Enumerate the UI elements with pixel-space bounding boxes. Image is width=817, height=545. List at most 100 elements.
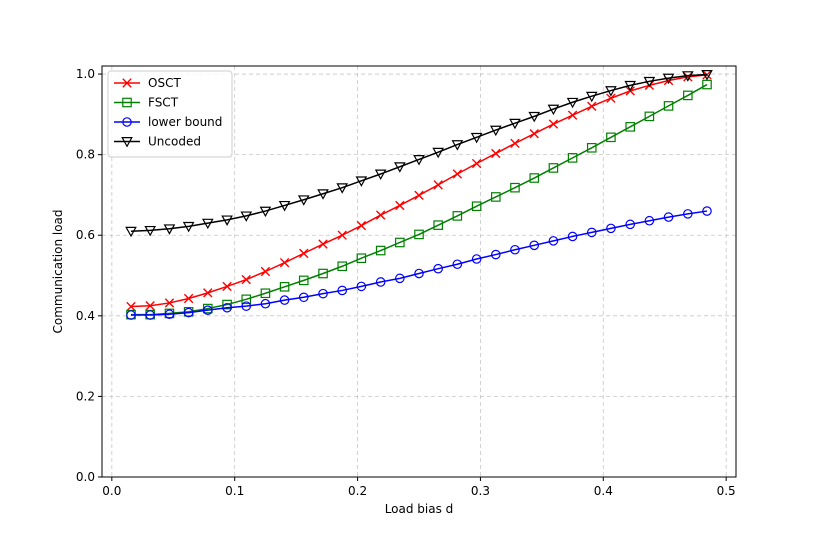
data-point (395, 237, 405, 248)
data-point (414, 268, 424, 279)
data-point (183, 307, 194, 318)
data-point (241, 274, 251, 285)
legend-label: OSCT (148, 76, 181, 90)
data-point (528, 111, 541, 123)
data-point (683, 72, 693, 82)
series-uncoded (125, 70, 713, 238)
data-point (643, 76, 656, 88)
legend-swatch-marker (122, 117, 132, 127)
data-point (433, 263, 443, 274)
data-point (490, 249, 501, 260)
data-point (701, 70, 713, 81)
data-point (182, 221, 195, 233)
data-point (585, 91, 598, 103)
data-point (510, 182, 520, 193)
y-axis-ticks: 0.0 0.2 0.4 0.6 0.8 1.0 (76, 67, 102, 484)
data-point (298, 275, 309, 286)
data-point (317, 189, 329, 200)
data-point (605, 86, 617, 97)
data-point (279, 295, 290, 305)
data-point (586, 227, 597, 238)
data-point (395, 200, 405, 211)
data-point (183, 293, 194, 304)
data-point (414, 190, 424, 201)
data-point (279, 257, 290, 268)
data-point (567, 110, 578, 120)
data-point (222, 299, 232, 310)
y-tick-label: 0.2 (76, 389, 95, 403)
data-point (510, 244, 520, 255)
data-point (682, 71, 694, 82)
data-point (414, 229, 424, 240)
series-osct (126, 70, 712, 312)
data-point (126, 310, 136, 320)
x-tick-label: 0.5 (717, 484, 736, 498)
data-point (164, 309, 175, 320)
data-point (259, 206, 272, 218)
data-point (297, 195, 310, 206)
data-point (163, 224, 176, 235)
data-point (683, 209, 693, 219)
data-point (452, 211, 463, 221)
data-point (222, 302, 232, 313)
legend-item: lower bound (114, 115, 222, 129)
data-point (318, 288, 328, 299)
data-point (298, 292, 309, 303)
data-point (566, 97, 579, 109)
data-point (548, 119, 559, 129)
data-point (663, 101, 674, 111)
data-point (471, 158, 482, 169)
data-point (413, 155, 425, 166)
legend: OSCT FSCT lower bound Uncoded (107, 70, 233, 158)
series-line (130, 73, 708, 232)
data-point (395, 273, 405, 284)
data-point (433, 180, 443, 190)
data-point (240, 211, 253, 222)
x-gridlines (111, 66, 727, 477)
data-point (625, 122, 636, 132)
x-tick-label: 0.1 (225, 484, 244, 498)
y-tick-label: 0.0 (76, 470, 95, 484)
x-tick-label: 0.3 (471, 484, 490, 498)
legend-item: OSCT (114, 76, 181, 90)
data-point (489, 125, 502, 137)
data-point (548, 236, 559, 246)
data-point (433, 220, 443, 230)
x-tick-label: 0.4 (594, 484, 613, 498)
data-point (606, 223, 616, 234)
data-point (145, 310, 155, 320)
data-point (241, 294, 252, 305)
data-point (451, 140, 464, 151)
x-axis-ticks: 0.0 0.1 0.2 0.3 0.4 0.5 (102, 477, 736, 498)
data-point (355, 176, 368, 187)
legend-box (107, 70, 233, 158)
data-point (702, 206, 712, 216)
data-point (318, 239, 328, 249)
series-line (131, 83, 708, 316)
data-point (278, 200, 291, 212)
y-axis-label: Communication load (51, 209, 65, 333)
data-point (644, 215, 655, 226)
data-point (241, 301, 252, 311)
data-point (336, 183, 349, 194)
data-point (221, 215, 233, 226)
y-tick-label: 0.8 (76, 148, 95, 162)
series-line (131, 210, 708, 316)
data-point (374, 169, 387, 181)
data-point (375, 210, 386, 220)
data-point (201, 218, 214, 230)
data-point (145, 301, 155, 311)
data-point (203, 288, 213, 298)
legend-label: FSCT (148, 96, 179, 110)
y-tick-label: 0.6 (76, 228, 95, 242)
data-point (337, 261, 348, 272)
x-axis-label: Load bias d (385, 502, 454, 516)
data-point (490, 192, 501, 202)
data-point (683, 90, 693, 101)
y-tick-label: 0.4 (76, 309, 95, 323)
data-point (471, 201, 482, 212)
data-point (260, 288, 271, 299)
data-point (452, 169, 463, 179)
data-point (606, 132, 616, 143)
data-point (547, 104, 560, 116)
